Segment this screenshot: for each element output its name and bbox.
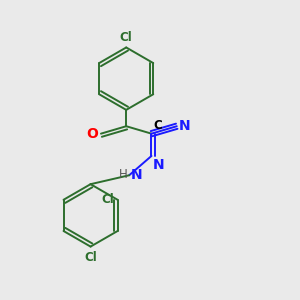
Text: H: H: [119, 168, 128, 181]
Text: N: N: [179, 118, 191, 133]
Text: Cl: Cl: [120, 31, 133, 44]
Text: C: C: [153, 119, 162, 133]
Text: O: O: [86, 127, 98, 141]
Text: N: N: [131, 168, 142, 182]
Text: N: N: [153, 158, 165, 172]
Text: Cl: Cl: [84, 251, 97, 264]
Text: Cl: Cl: [101, 193, 114, 206]
